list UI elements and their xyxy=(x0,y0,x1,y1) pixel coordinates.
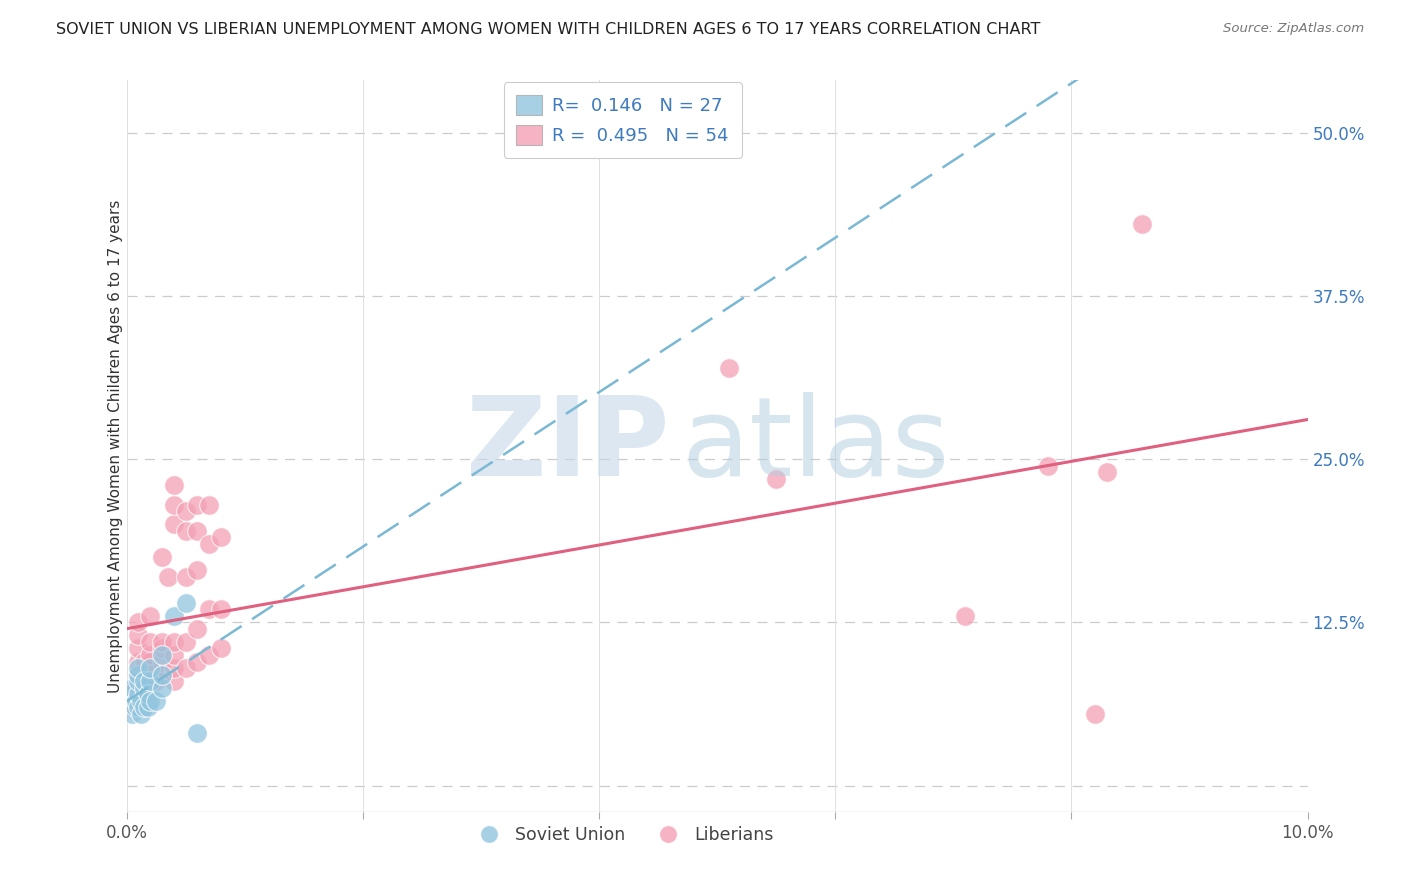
Point xyxy=(174,504,197,518)
Point xyxy=(953,608,976,623)
Point xyxy=(136,700,159,714)
Point xyxy=(145,674,167,689)
Point xyxy=(134,661,156,675)
Point xyxy=(163,635,186,649)
Point xyxy=(150,667,173,681)
Point xyxy=(1130,217,1153,231)
Point xyxy=(139,674,162,689)
Point xyxy=(174,524,197,538)
Point xyxy=(129,694,152,708)
Point xyxy=(134,681,156,695)
Point xyxy=(127,687,149,701)
Point xyxy=(174,569,197,583)
Point xyxy=(127,674,149,689)
Point xyxy=(134,681,156,695)
Point xyxy=(139,694,162,708)
Point xyxy=(145,694,167,708)
Point xyxy=(186,498,208,512)
Point xyxy=(186,563,208,577)
Y-axis label: Unemployment Among Women with Children Ages 6 to 17 years: Unemployment Among Women with Children A… xyxy=(108,199,122,693)
Point xyxy=(765,472,787,486)
Point xyxy=(1095,465,1118,479)
Point xyxy=(129,706,152,721)
Legend: Soviet Union, Liberians: Soviet Union, Liberians xyxy=(464,819,780,851)
Point xyxy=(121,681,143,695)
Point xyxy=(186,726,208,740)
Point xyxy=(186,524,208,538)
Point xyxy=(139,661,162,675)
Point xyxy=(125,681,148,695)
Point xyxy=(163,498,186,512)
Point xyxy=(127,655,149,669)
Point xyxy=(174,635,197,649)
Point xyxy=(163,674,186,689)
Point xyxy=(134,655,156,669)
Point xyxy=(150,655,173,669)
Point xyxy=(139,655,162,669)
Point xyxy=(121,700,143,714)
Point xyxy=(198,602,221,616)
Point xyxy=(139,661,162,675)
Point xyxy=(150,667,173,681)
Point xyxy=(1036,458,1059,473)
Point xyxy=(174,596,197,610)
Point xyxy=(139,608,162,623)
Point xyxy=(186,622,208,636)
Point xyxy=(150,641,173,656)
Text: ZIP: ZIP xyxy=(467,392,669,500)
Point xyxy=(134,700,156,714)
Point xyxy=(163,661,186,675)
Text: Source: ZipAtlas.com: Source: ZipAtlas.com xyxy=(1223,22,1364,36)
Point xyxy=(127,667,149,681)
Point xyxy=(127,700,149,714)
Point xyxy=(125,694,148,708)
Point xyxy=(150,549,173,564)
Point xyxy=(127,687,149,701)
Point xyxy=(1084,706,1107,721)
Point xyxy=(150,681,173,695)
Point xyxy=(198,498,221,512)
Point xyxy=(150,648,173,662)
Point xyxy=(139,635,162,649)
Point xyxy=(163,648,186,662)
Point xyxy=(163,517,186,532)
Point xyxy=(127,615,149,630)
Point xyxy=(198,648,221,662)
Point xyxy=(127,641,149,656)
Point xyxy=(163,478,186,492)
Point xyxy=(209,641,232,656)
Point xyxy=(139,648,162,662)
Point xyxy=(127,628,149,642)
Point xyxy=(156,569,179,583)
Point xyxy=(198,537,221,551)
Point xyxy=(134,674,156,689)
Point xyxy=(139,674,162,689)
Point xyxy=(209,530,232,544)
Text: atlas: atlas xyxy=(682,392,950,500)
Point xyxy=(163,608,186,623)
Point xyxy=(717,360,740,375)
Point xyxy=(121,687,143,701)
Point xyxy=(124,700,146,714)
Point xyxy=(136,687,159,701)
Point xyxy=(174,661,197,675)
Point xyxy=(127,661,149,675)
Point xyxy=(127,667,149,681)
Text: SOVIET UNION VS LIBERIAN UNEMPLOYMENT AMONG WOMEN WITH CHILDREN AGES 6 TO 17 YEA: SOVIET UNION VS LIBERIAN UNEMPLOYMENT AM… xyxy=(56,22,1040,37)
Point xyxy=(150,635,173,649)
Point xyxy=(121,706,143,721)
Point xyxy=(209,602,232,616)
Point xyxy=(186,655,208,669)
